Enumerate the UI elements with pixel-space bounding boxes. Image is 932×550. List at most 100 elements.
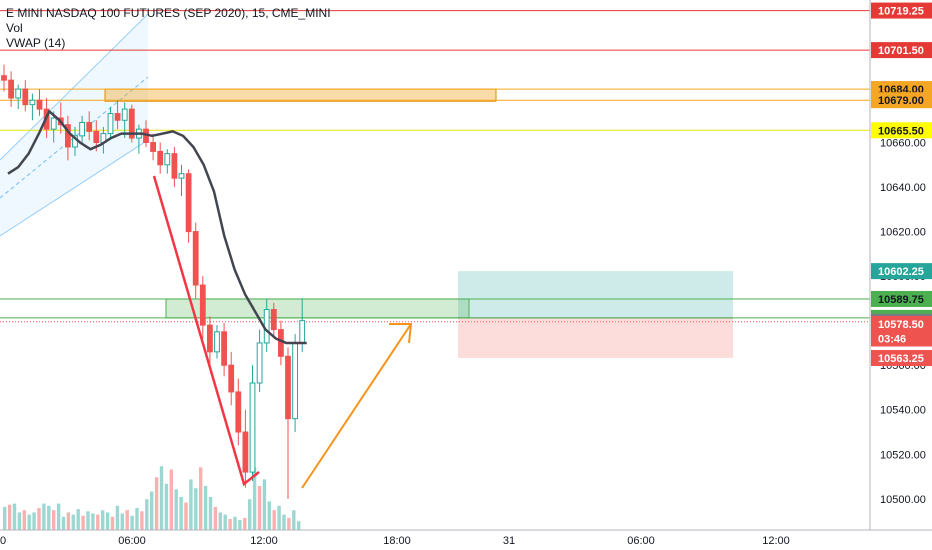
candle-body [256,342,263,384]
volume-bar [272,510,276,530]
candle [114,100,121,130]
x-tick-label: 06:00 [118,535,146,547]
candle-body [8,79,14,99]
candle-body [207,324,213,353]
candle [8,71,14,107]
candle-body [128,108,135,139]
candle-body [285,355,291,420]
y-tick-label: 10660.00 [880,138,926,150]
candle [65,115,71,161]
volume-bar [257,486,262,530]
candle [199,276,206,339]
volume-bar [7,504,12,530]
volume-bar [115,505,120,530]
candle [256,329,263,392]
volume-bar [252,467,257,530]
price-line-label-1-bg [871,42,932,59]
stop-bottom-label-bg [871,349,932,366]
volume-bar [154,477,159,530]
price-line-label-4: 10665.50 [878,125,924,137]
volume-bar [17,512,22,530]
orange-arrow-head [389,323,413,344]
volume-bar [213,506,218,530]
candle-body [65,124,71,148]
volume-bar [159,466,164,530]
volume-bar [287,517,291,530]
volume-bar [282,514,286,530]
volume-bar [218,512,222,530]
volume-bar [61,516,66,530]
volume-bar [292,510,296,530]
candle [128,104,135,143]
volume-bar [189,479,193,530]
candle [86,111,93,141]
bar-countdown-bg [871,330,932,347]
position-target-zone [458,271,733,318]
volume-bar [145,499,149,530]
candle-body [114,113,121,121]
candle-body [86,121,93,132]
volume-bar [233,516,237,530]
candle-body [278,329,284,357]
candle-body [107,113,114,135]
candle-body [242,431,249,473]
volume-bar [223,514,227,530]
candle [214,325,220,359]
volume-bar [135,508,139,530]
volume-bar [91,513,95,530]
y-tick-label: 10620.00 [880,227,926,239]
volume-bar [297,521,301,530]
volume-bar [184,502,188,530]
time-axis: 0 06:00 12:00 18:00 31 06:00 12:00 [0,529,932,550]
y-tick-label: 10640.00 [880,182,926,194]
volume-bar [22,510,26,530]
price-line-label-3: 10679.00 [878,95,924,107]
candle [79,115,85,143]
position-stop-zone [458,317,733,358]
candle-body [150,142,156,152]
x-tick-label: 12:00 [250,535,278,547]
candle [285,347,291,499]
legend-vwap: VWAP (14) [6,36,66,50]
target-price-label-bg [871,263,932,280]
volume-bar [174,489,178,530]
legend-vol: Vol [6,21,23,35]
volume-bar [267,501,271,530]
volume-bars [3,466,301,530]
candle-body [185,173,192,233]
stop-bottom-label: 10563.25 [878,353,924,365]
volume-bar [81,515,85,530]
candle [207,316,213,366]
volume-bar [203,486,208,530]
candle [292,334,299,433]
volume-bar [199,467,203,530]
volume-bar [169,469,173,530]
x-tick-label-edge: 0 [0,535,6,547]
vwap-line [7,110,307,345]
volume-bar [194,488,198,530]
volume-bar [86,511,90,530]
candle [157,142,164,174]
volume-bar [110,516,115,530]
candle [107,106,114,139]
volume-bar [32,512,36,530]
y-tick-label: 10500.00 [880,494,926,506]
x-tick-label: 31 [503,535,515,547]
x-tick-label: 06:00 [627,535,655,547]
y-tick-label: 10520.00 [880,449,926,461]
candle-body [228,364,235,393]
x-tick-label: 18:00 [383,535,411,547]
red-arrow [152,175,260,487]
candle-body [29,99,36,106]
candles [1,64,306,499]
volume-bar [120,513,124,530]
volume-bar [105,512,110,530]
volume-bar [208,497,213,530]
resistance-zone [104,88,497,102]
candle-body [199,284,206,326]
candle [242,409,249,488]
candle-body [50,117,57,130]
candle-body [292,342,299,420]
